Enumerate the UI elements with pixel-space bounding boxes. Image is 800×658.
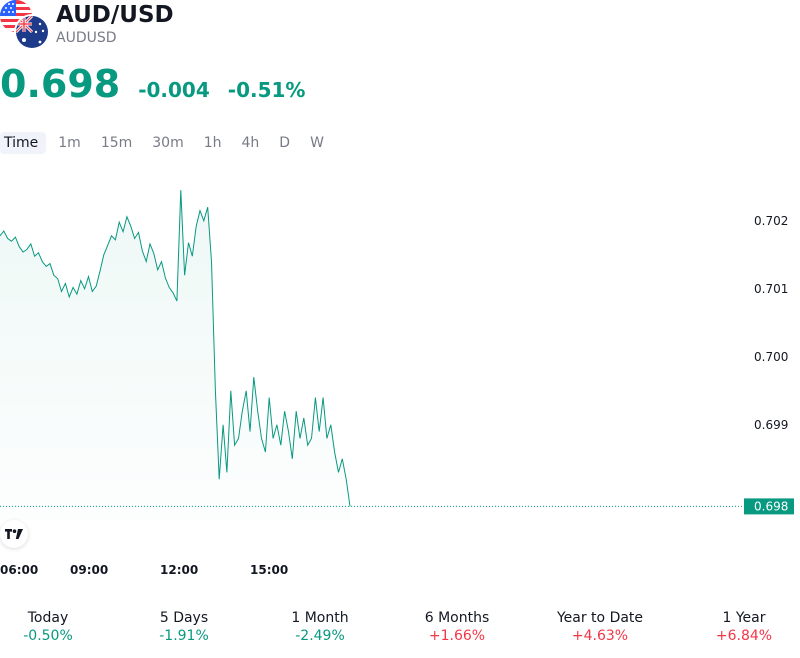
price-change: -0.004 — [138, 78, 210, 102]
interval-selector: Time 1m 15m 30m 1h 4h D W — [0, 132, 336, 154]
x-tick-label: 09:00 — [70, 563, 108, 577]
x-tick-label: 12:00 — [160, 563, 198, 577]
au-flag-icon — [16, 16, 48, 48]
interval-tab-1h[interactable]: 1h — [203, 135, 222, 151]
period-change: +1.66% — [428, 628, 486, 644]
period-label: 1 Month — [291, 610, 349, 626]
last-price-badge — [744, 498, 794, 515]
period-change: +6.84% — [715, 628, 773, 644]
y-tick-label: 0.701 — [754, 282, 788, 296]
period-label: 6 Months — [424, 610, 490, 626]
y-tick-label: 0.700 — [754, 350, 788, 364]
period-today[interactable]: Today -0.50% — [0, 610, 108, 644]
performance-periods: Today -0.50% 5 Days -1.91% 1 Month -2.49% 6 Mo… — [0, 610, 800, 650]
x-tick-label: 15:00 — [250, 563, 288, 577]
period-change: -2.49% — [295, 628, 345, 644]
period-1-year[interactable]: 1 Year +6.84% — [684, 610, 800, 644]
interval-tab-w[interactable]: W — [310, 135, 324, 151]
price-row: 0.698 -0.004 -0.51% — [0, 62, 305, 110]
period-5-days[interactable]: 5 Days -1.91% — [124, 610, 244, 644]
period-change: +4.63% — [571, 628, 629, 644]
period-change: -1.91% — [159, 628, 209, 644]
period-label: Today — [27, 610, 69, 626]
interval-tab-time[interactable]: Time — [0, 132, 47, 154]
period-year-to-date[interactable]: Year to Date +4.63% — [540, 610, 660, 644]
period-label: 5 Days — [159, 610, 209, 626]
period-label: Year to Date — [556, 610, 644, 626]
last-price: 0.698 — [0, 62, 121, 106]
tradingview-logo-icon[interactable] — [0, 520, 28, 548]
interval-tab-4h[interactable]: 4h — [241, 135, 260, 151]
price-chart[interactable]: 0.702 0.701 0.700 0.699 0.698 06:00 09:00 12:00… — [0, 180, 800, 580]
y-tick-label: 0.699 — [754, 418, 788, 432]
period-1-month[interactable]: 1 Month -2.49% — [260, 610, 380, 644]
last-price-badge-label: 0.698 — [754, 499, 788, 513]
price-change-percent: -0.51% — [227, 78, 306, 102]
price-line — [0, 190, 351, 507]
interval-tab-30m[interactable]: 30m — [152, 135, 184, 151]
period-change: -0.50% — [23, 628, 73, 644]
price-area-fill — [0, 190, 350, 520]
period-label: 1 Year — [722, 610, 766, 626]
interval-tab-15m[interactable]: 15m — [100, 135, 133, 151]
currency-flags — [0, 0, 50, 50]
x-tick-label: 06:00 — [0, 563, 38, 577]
symbol-title: AUD/USD — [56, 2, 174, 28]
interval-tab-1m[interactable]: 1m — [58, 135, 81, 151]
y-tick-label: 0.702 — [754, 214, 788, 228]
period-6-months[interactable]: 6 Months +1.66% — [397, 610, 517, 644]
interval-tab-d[interactable]: D — [279, 135, 291, 151]
symbol-ticker: AUDUSD — [56, 30, 117, 46]
